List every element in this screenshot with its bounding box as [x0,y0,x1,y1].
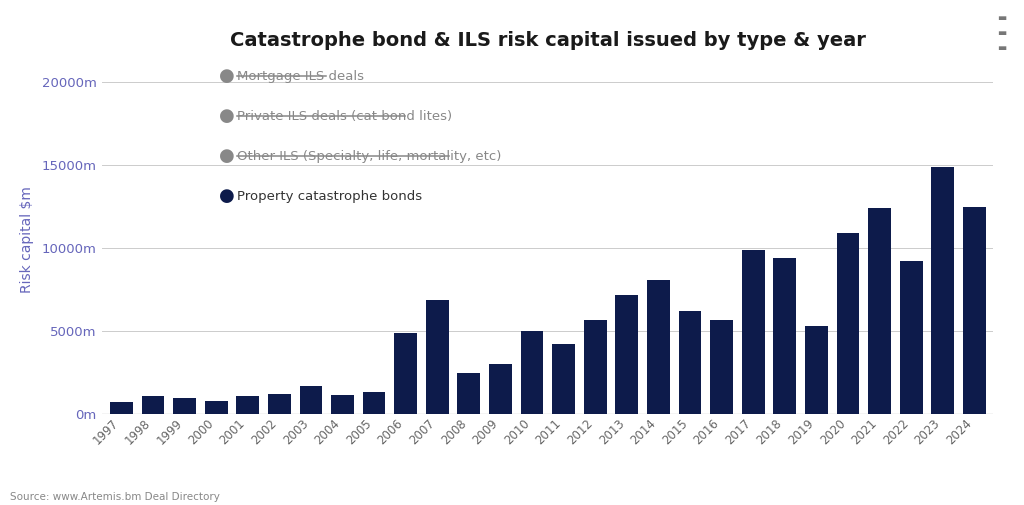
Bar [837,233,859,414]
Text: ●: ● [219,107,236,125]
Text: ▬: ▬ [997,28,1007,38]
Text: Source: www.Artemis.bm Deal Directory: Source: www.Artemis.bm Deal Directory [10,492,220,502]
Bar [426,299,449,414]
Bar [805,326,827,414]
Bar [520,331,544,414]
Text: Private ILS deals (cat bond lites): Private ILS deals (cat bond lites) [238,110,453,123]
Bar [300,386,323,414]
Text: ●: ● [219,187,236,206]
Bar [331,395,354,414]
Bar [173,397,196,414]
Text: ●: ● [219,67,236,85]
Bar [141,396,164,414]
Bar [773,258,796,414]
Y-axis label: Risk capital $m: Risk capital $m [19,186,34,293]
Bar [868,209,891,414]
Bar [900,262,923,414]
Bar [741,250,765,414]
Text: ▬: ▬ [997,13,1007,23]
Bar [963,207,986,414]
Bar [205,401,227,414]
Text: ▬: ▬ [997,43,1007,53]
Bar [394,333,417,414]
Bar [615,294,638,414]
Text: ●: ● [219,147,236,165]
Bar [110,402,133,414]
Bar [679,311,701,414]
Bar [584,320,606,414]
Text: Other ILS (Specialty, life, mortality, etc): Other ILS (Specialty, life, mortality, e… [238,150,502,163]
Text: Property catastrophe bonds: Property catastrophe bonds [238,190,423,203]
Bar [489,364,512,414]
Bar [552,343,575,414]
Bar [647,280,670,414]
Bar [237,396,259,414]
Bar [932,167,954,414]
Bar [711,320,733,414]
Title: Catastrophe bond & ILS risk capital issued by type & year: Catastrophe bond & ILS risk capital issu… [230,31,865,50]
Bar [362,392,385,414]
Bar [458,373,480,414]
Text: Mortgage ILS deals: Mortgage ILS deals [238,70,365,83]
Bar [268,394,291,414]
